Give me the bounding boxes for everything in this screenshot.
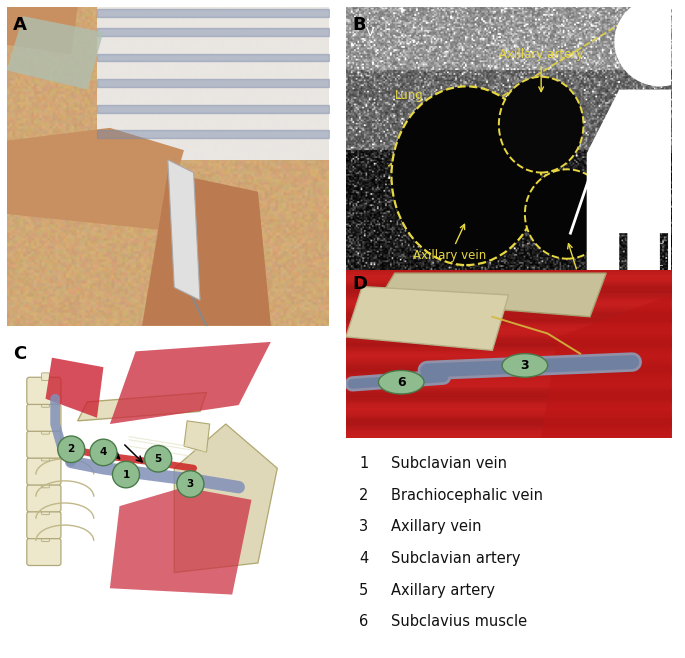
- Text: 5: 5: [359, 583, 369, 597]
- FancyBboxPatch shape: [42, 453, 49, 461]
- Text: Subclavian artery: Subclavian artery: [392, 551, 521, 566]
- Text: Brachiocephalic vein: Brachiocephalic vein: [392, 488, 543, 503]
- FancyBboxPatch shape: [27, 431, 61, 458]
- Text: C: C: [13, 345, 27, 363]
- Circle shape: [90, 439, 117, 466]
- Polygon shape: [45, 358, 103, 418]
- Text: 6: 6: [359, 615, 369, 629]
- Ellipse shape: [391, 86, 541, 265]
- Circle shape: [502, 354, 548, 377]
- FancyBboxPatch shape: [42, 399, 49, 407]
- Text: Lung: Lung: [395, 89, 423, 103]
- Text: 5: 5: [155, 454, 162, 464]
- Text: 2: 2: [68, 444, 75, 454]
- Text: 3: 3: [187, 479, 194, 489]
- Text: B: B: [352, 16, 366, 34]
- Circle shape: [177, 470, 204, 497]
- FancyBboxPatch shape: [27, 404, 61, 431]
- Circle shape: [58, 436, 85, 463]
- FancyBboxPatch shape: [42, 373, 49, 380]
- Circle shape: [614, 0, 685, 86]
- Text: c: c: [663, 145, 667, 155]
- Text: c: c: [663, 190, 667, 199]
- FancyBboxPatch shape: [27, 458, 61, 485]
- Polygon shape: [346, 287, 508, 350]
- Polygon shape: [378, 273, 606, 316]
- Text: D: D: [352, 275, 367, 293]
- Polygon shape: [168, 160, 200, 300]
- Text: x: x: [663, 168, 668, 177]
- Polygon shape: [586, 89, 685, 313]
- FancyBboxPatch shape: [42, 426, 49, 434]
- FancyBboxPatch shape: [42, 507, 49, 515]
- Circle shape: [378, 370, 424, 394]
- Text: V: V: [366, 26, 374, 39]
- Text: A: A: [13, 16, 27, 34]
- Text: 2: 2: [359, 488, 369, 503]
- FancyBboxPatch shape: [42, 480, 49, 488]
- Polygon shape: [7, 128, 184, 230]
- Text: Axillary vein: Axillary vein: [414, 224, 486, 262]
- Text: Subclavian vein: Subclavian vein: [392, 456, 508, 471]
- Text: Subclavius muscle: Subclavius muscle: [392, 615, 527, 629]
- Polygon shape: [97, 7, 329, 160]
- Text: Cephalic vein: Cephalic vein: [540, 243, 620, 288]
- Polygon shape: [541, 295, 671, 438]
- Text: Axillary artery: Axillary artery: [499, 48, 584, 91]
- Text: 1: 1: [359, 456, 369, 471]
- Polygon shape: [110, 342, 271, 424]
- Polygon shape: [7, 7, 77, 55]
- Ellipse shape: [525, 169, 610, 259]
- Circle shape: [145, 445, 172, 472]
- Polygon shape: [184, 421, 210, 453]
- Text: 3: 3: [521, 359, 530, 372]
- Text: 1: 1: [123, 470, 129, 480]
- Text: 6: 6: [397, 376, 406, 389]
- Polygon shape: [77, 392, 206, 421]
- Text: 4: 4: [359, 551, 369, 566]
- Polygon shape: [110, 487, 251, 595]
- Text: Axillary vein: Axillary vein: [392, 520, 482, 534]
- Ellipse shape: [499, 77, 584, 172]
- Text: 3: 3: [359, 520, 368, 534]
- Circle shape: [112, 461, 140, 488]
- Text: Axillary artery: Axillary artery: [392, 583, 495, 597]
- FancyBboxPatch shape: [42, 534, 49, 542]
- Text: 4: 4: [100, 447, 107, 457]
- FancyBboxPatch shape: [27, 538, 61, 565]
- FancyBboxPatch shape: [27, 511, 61, 539]
- Polygon shape: [7, 16, 103, 89]
- FancyBboxPatch shape: [27, 485, 61, 512]
- Polygon shape: [142, 172, 271, 326]
- Polygon shape: [174, 424, 277, 572]
- FancyBboxPatch shape: [27, 377, 61, 405]
